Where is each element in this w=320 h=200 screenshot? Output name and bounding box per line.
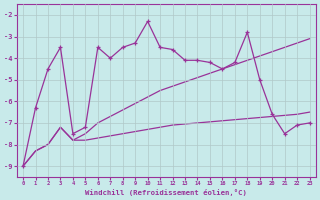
X-axis label: Windchill (Refroidissement éolien,°C): Windchill (Refroidissement éolien,°C) (85, 189, 247, 196)
